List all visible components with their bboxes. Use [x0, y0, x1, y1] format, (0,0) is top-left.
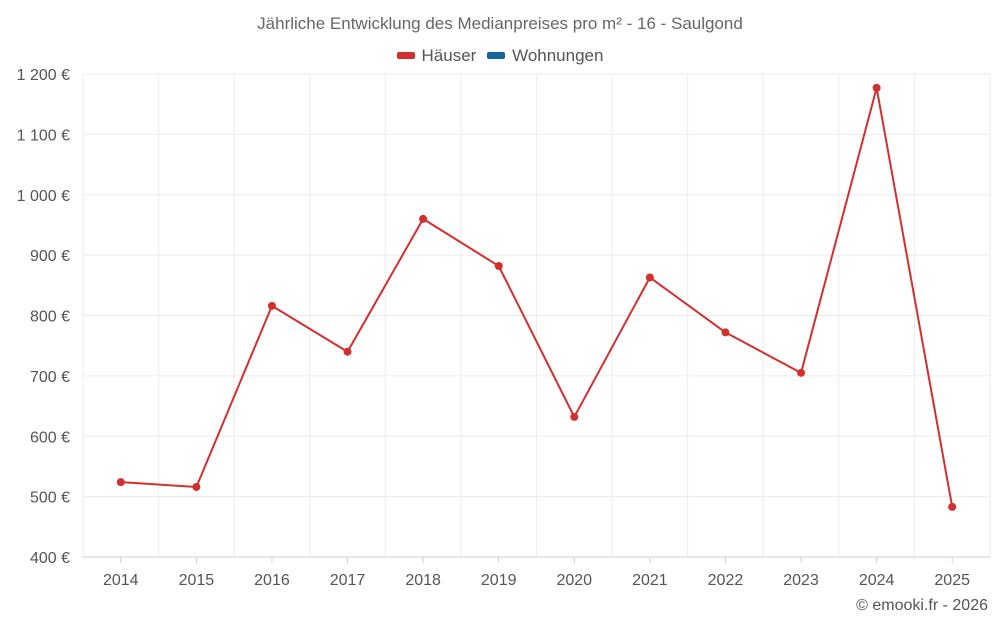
legend-label-wohnungen: Wohnungen: [512, 45, 604, 65]
x-tick-label: 2017: [330, 572, 366, 589]
x-tick-label: 2021: [632, 572, 668, 589]
x-tick-label: 2018: [405, 572, 441, 589]
x-tick-label: 2014: [103, 572, 139, 589]
data-point: [267, 301, 276, 310]
credit-text: © emooki.fr - 2026: [856, 597, 988, 614]
y-tick-label: 700 €: [30, 369, 70, 386]
legend-item-haeuser[interactable]: Häuser: [396, 45, 477, 66]
data-point: [872, 83, 881, 92]
data-point: [494, 261, 503, 270]
y-tick-label: 400 €: [30, 550, 70, 567]
data-point: [116, 478, 125, 487]
y-tick-label: 900 €: [30, 248, 70, 265]
legend-swatch-wohnungen: [487, 52, 506, 59]
data-point: [948, 502, 957, 511]
chart-title: Jährliche Entwicklung des Medianpreises …: [257, 14, 743, 33]
x-tick-label: 2016: [254, 572, 290, 589]
legend-label-haeuser: Häuser: [421, 45, 477, 65]
y-tick-label: 500 €: [30, 490, 70, 507]
x-tick-label: 2015: [179, 572, 215, 589]
x-tick-label: 2025: [934, 572, 970, 589]
data-point: [645, 273, 654, 282]
data-point: [192, 482, 201, 491]
y-tick-label: 1 100 €: [17, 127, 70, 144]
data-point: [343, 347, 352, 356]
series-line-0: [120, 86, 954, 508]
legend-swatch-haeuser: [396, 52, 415, 59]
x-tick-label: 2020: [556, 572, 592, 589]
x-tick-label: 2024: [859, 572, 895, 589]
x-tick-label: 2019: [481, 572, 517, 589]
y-tick-label: 1 200 €: [17, 67, 70, 84]
y-tick-label: 600 €: [30, 429, 70, 446]
x-tick-label: 2022: [708, 572, 744, 589]
legend: Häuser Wohnungen: [0, 44, 1000, 66]
data-point: [721, 328, 730, 337]
data-point: [419, 214, 428, 223]
legend-item-wohnungen[interactable]: Wohnungen: [487, 46, 603, 66]
y-tick-label: 1 000 €: [17, 188, 70, 205]
y-tick-label: 800 €: [30, 309, 70, 326]
x-tick-label: 2023: [783, 572, 819, 589]
data-point: [570, 412, 579, 421]
data-point: [797, 368, 806, 377]
